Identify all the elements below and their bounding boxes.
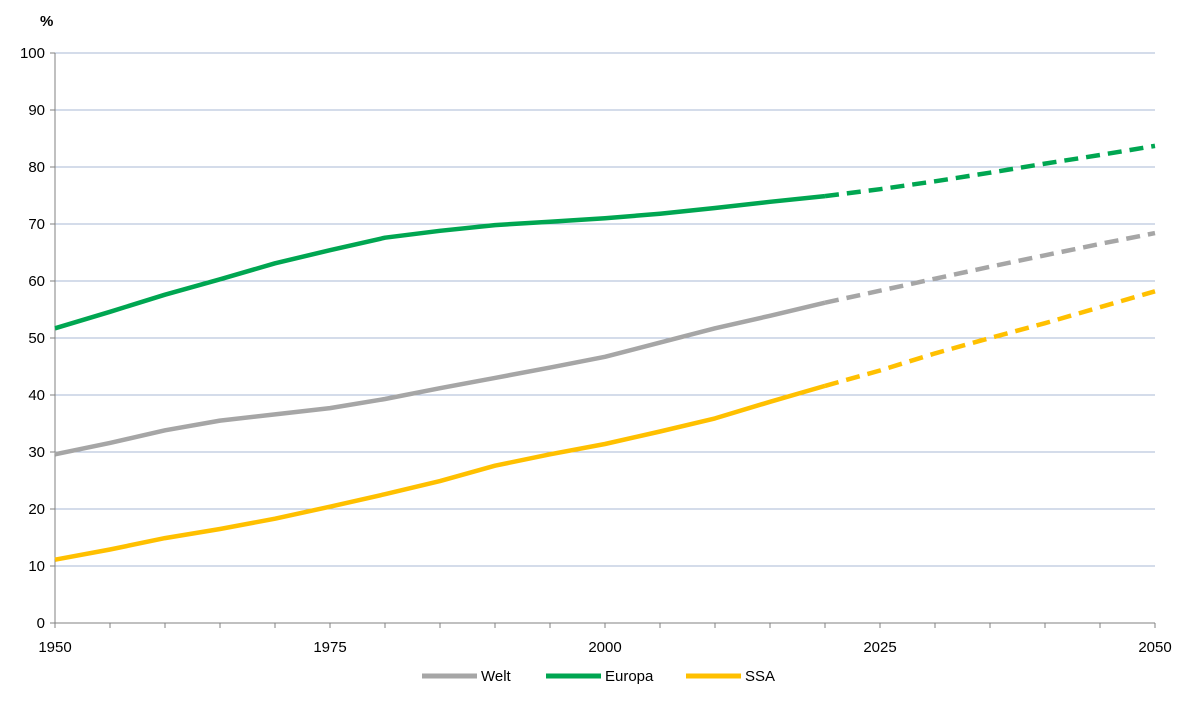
x-tick-label: 2025 [863,639,896,656]
y-tick-label: 0 [37,615,45,632]
y-tick-label: 10 [28,558,45,575]
x-tick-label: 1975 [313,639,346,656]
y-tick-label: 30 [28,444,45,461]
legend: Welt Europa SSA [422,668,775,685]
series-line-welt [54,300,826,457]
series-line-europa [54,193,826,331]
y-tick-label: 60 [28,273,45,290]
legend-label-europa: Europa [605,668,654,685]
y-tick-label: 70 [28,216,45,233]
x-tick-label: 1950 [38,639,71,656]
series-line-ssa [54,383,826,562]
legend-label-welt: Welt [481,668,512,685]
y-tick-label: 90 [28,102,45,119]
x-tick-label: 2000 [588,639,621,656]
y-axis-unit-label: % [40,13,53,30]
legend-label-ssa: SSA [745,668,775,685]
y-tick-label: 80 [28,159,45,176]
y-tick-label: 50 [28,330,45,347]
y-tick-label: 100 [20,45,45,62]
y-tick-label: 40 [28,387,45,404]
y-tick-label: 20 [28,501,45,518]
series-lines [54,143,1156,562]
grid-lines [55,52,1155,567]
series-projection-ssa [824,289,1156,389]
series-projection-europa [824,143,1156,199]
x-tick-label: 2050 [1138,639,1171,656]
series-projection-welt [824,230,1156,305]
axes: 0 10 20 30 40 50 60 70 80 90 100 1950 1975 2000 2025 20… [20,45,1172,656]
